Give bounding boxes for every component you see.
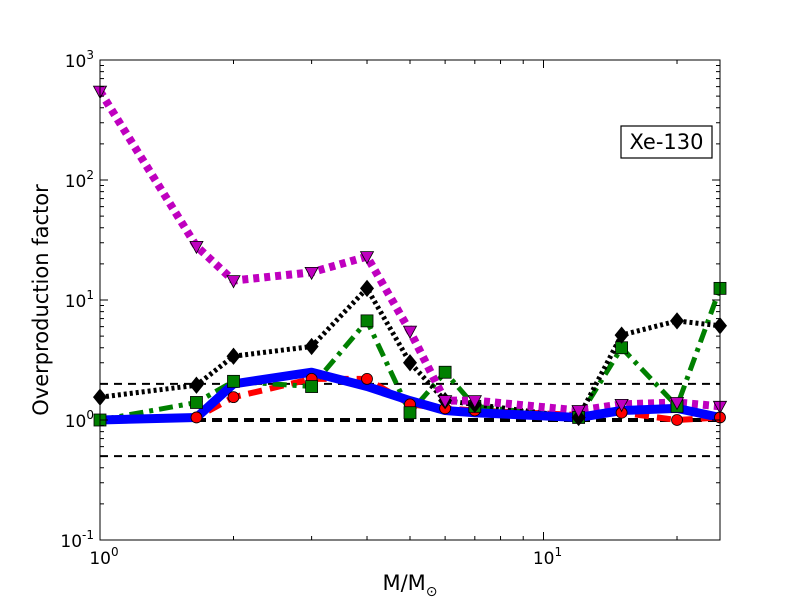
- x-axis-label: M/M⊙: [382, 571, 437, 600]
- series-3-point: [226, 347, 241, 365]
- series-2-point: [360, 314, 374, 328]
- series-1-point: [227, 391, 240, 404]
- y-tick-label: 101: [65, 288, 94, 312]
- series-4-point: [304, 266, 319, 281]
- series-3-point: [614, 326, 629, 344]
- series-4-point: [614, 398, 629, 413]
- series-3-point: [670, 312, 685, 330]
- series-3-point: [360, 279, 375, 298]
- series-4-point: [402, 325, 418, 339]
- series-4-point: [571, 405, 586, 419]
- annotation-box: Xe-130: [620, 125, 713, 159]
- annotation-label: Xe-130: [629, 130, 703, 154]
- y-tick-label: 100: [65, 408, 94, 432]
- reference-lines: [100, 382, 720, 458]
- series-4-point: [226, 275, 241, 289]
- series-2-point: [190, 396, 203, 409]
- series-1-point: [671, 414, 683, 426]
- y-tick-label: 10-1: [60, 528, 94, 552]
- series-3-point: [402, 354, 418, 372]
- axis-ticks: [99, 59, 720, 541]
- series-3-point: [304, 337, 319, 356]
- series-2-point: [227, 374, 240, 388]
- annotation-frame: [620, 125, 713, 159]
- y-tick-label: 103: [65, 48, 94, 72]
- y-tick-label: 102: [65, 168, 94, 192]
- series-4-point: [669, 397, 685, 411]
- series-1-point: [190, 411, 203, 424]
- series-line-5: [100, 367, 720, 425]
- series-4-point: [359, 251, 375, 265]
- x-tick-label: 100: [89, 545, 118, 569]
- series-2-point: [438, 365, 452, 379]
- series-2-point: [403, 406, 417, 420]
- series-4-point: [437, 395, 453, 409]
- series-3-point: [189, 376, 204, 394]
- series-4-point: [189, 240, 204, 255]
- series-4-point: [467, 395, 482, 409]
- series-line-4: [100, 89, 720, 415]
- series-2-point: [305, 380, 319, 393]
- x-tick-label: 101: [533, 545, 562, 569]
- series-line-3: [100, 285, 720, 420]
- y-axis-label: Overproduction factor: [29, 184, 53, 416]
- series-1-point: [361, 373, 373, 385]
